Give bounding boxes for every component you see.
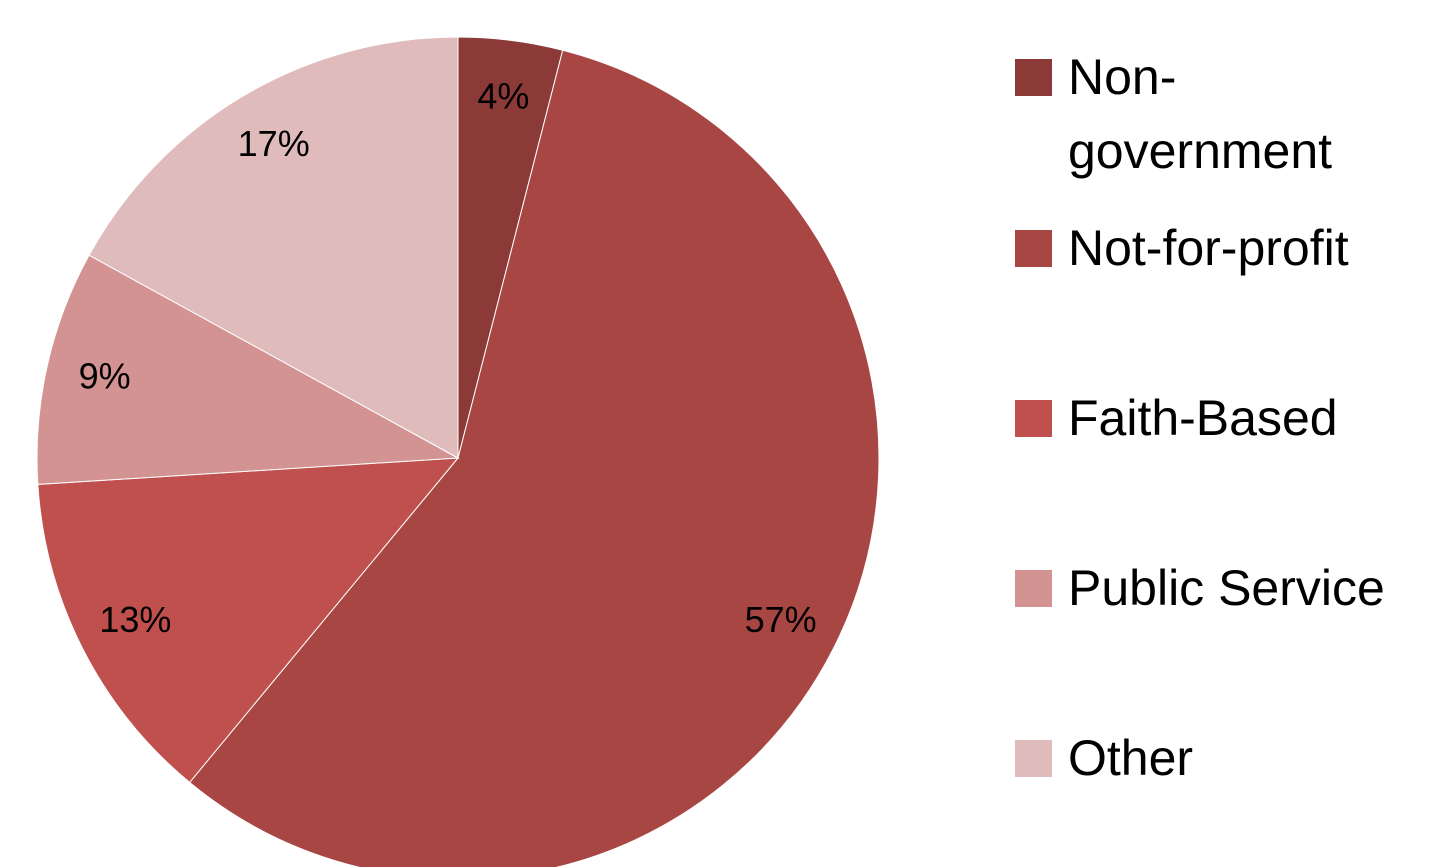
legend-item: Other <box>1015 721 1425 795</box>
pie-slice <box>188 49 880 867</box>
legend-label: Not-for-profit <box>1068 220 1349 276</box>
data-label: 17% <box>238 123 310 164</box>
data-label: 4% <box>477 75 529 116</box>
legend-label: Public Service <box>1068 560 1385 616</box>
data-label: 13% <box>99 599 171 640</box>
legend-swatch <box>1015 740 1052 777</box>
legend-item: Faith-Based <box>1015 381 1425 455</box>
legend-swatch <box>1015 400 1052 437</box>
pie-slice <box>37 457 460 784</box>
legend-item: Non-government <box>1015 40 1425 188</box>
legend-label: Non-government <box>1068 49 1333 179</box>
pie-slice <box>88 36 459 459</box>
legend-label: Faith-Based <box>1068 390 1338 446</box>
pie-slice <box>36 254 460 485</box>
data-label: 9% <box>79 356 131 397</box>
legend-item: Public Service <box>1015 551 1425 625</box>
legend-swatch <box>1015 230 1052 267</box>
legend-label: Other <box>1068 730 1194 786</box>
legend-swatch <box>1015 570 1052 607</box>
legend-swatch <box>1015 59 1052 96</box>
legend-item: Not-for-profit <box>1015 211 1425 285</box>
data-label: 57% <box>745 599 817 640</box>
